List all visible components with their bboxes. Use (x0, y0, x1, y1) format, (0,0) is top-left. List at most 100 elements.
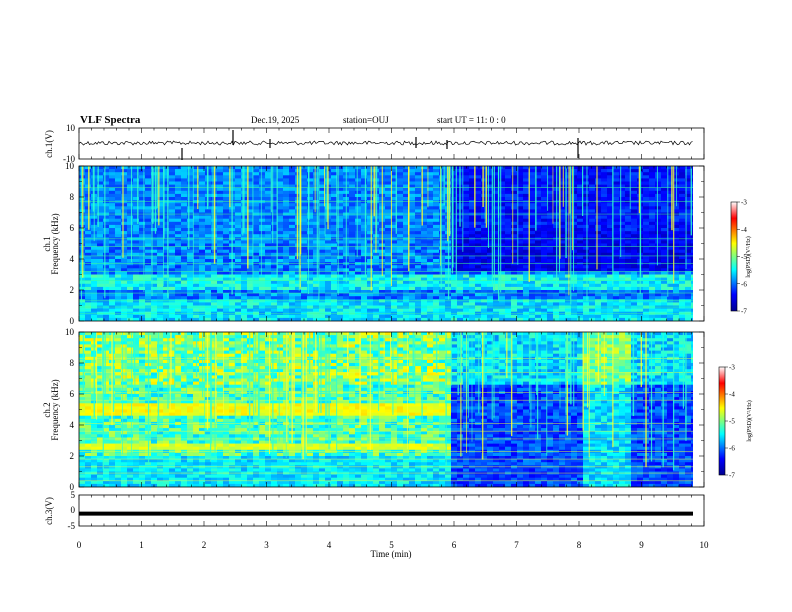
spectrogram-cell (367, 240, 374, 244)
spectrogram-cell (547, 175, 554, 179)
spectrogram-cell (331, 274, 338, 278)
spectrogram-cell (127, 228, 134, 232)
spectrogram-cell (421, 193, 428, 198)
spectrogram-cell (121, 187, 128, 192)
spectrogram-cell (325, 259, 332, 263)
spectrogram-cell (289, 193, 296, 198)
spectrogram-cell (601, 271, 608, 275)
spectrogram-cell (535, 206, 542, 210)
spectrogram-cell (319, 203, 326, 207)
spectrogram-cell (103, 231, 110, 235)
spectrogram-cell (181, 187, 188, 192)
spectrogram-cell (487, 302, 494, 306)
spectrogram-cell (631, 255, 638, 260)
spectrogram-cell (505, 243, 512, 247)
spectrogram-cell (535, 293, 542, 297)
spectrogram-cell (559, 314, 566, 319)
spectrogram-cell (277, 197, 284, 201)
spectrogram-cell (451, 231, 458, 235)
spectrogram-cell (385, 308, 392, 312)
spectrogram-cell (133, 166, 140, 170)
spectrogram-cell (193, 271, 200, 275)
spectrogram-cell (385, 187, 392, 192)
spectrogram-cell (517, 308, 524, 312)
spectrogram-cell (421, 293, 428, 297)
spectrogram-cell (541, 240, 548, 244)
spectrogram-cell (235, 308, 242, 312)
spectrogram-cell (511, 308, 518, 312)
spectrogram-cell (235, 203, 242, 207)
spectrogram-cell (145, 184, 152, 188)
spectrogram-cell (619, 283, 626, 288)
spectrogram-cell (271, 243, 278, 247)
spectrogram-cell (385, 166, 392, 170)
spectrogram-cell (259, 224, 266, 229)
spectrogram-cell (655, 290, 662, 294)
spectrogram-cell (517, 203, 524, 207)
spectrogram-cell (127, 166, 134, 170)
spectrogram-cell (301, 221, 308, 226)
spectrogram-cell (157, 197, 164, 201)
spectrogram-cell (175, 234, 182, 238)
spectrogram-cell (529, 218, 536, 223)
spectrogram-cell (559, 218, 566, 223)
spectrogram-cell (499, 265, 506, 269)
spectrogram-cell (385, 283, 392, 288)
spectrogram-cell (463, 259, 470, 263)
spectrogram-cell (625, 274, 632, 278)
spectrogram-cell (325, 317, 332, 321)
spectrogram-cell (343, 302, 350, 306)
spectrogram-cell (421, 308, 428, 312)
spectrogram-cell (397, 215, 404, 219)
spectrogram-cell (463, 296, 470, 300)
spectrogram-cell (313, 215, 320, 219)
spectrogram-cell (367, 252, 374, 257)
spectrogram-cell (649, 296, 656, 300)
spectrogram-cell (103, 172, 110, 176)
spectrogram-cell (415, 166, 422, 170)
spectrogram-cell (319, 302, 326, 306)
spectrogram-cell (289, 187, 296, 192)
spectrogram-cell (259, 169, 266, 173)
spectrogram-cell (157, 302, 164, 306)
spectrogram-cell (337, 224, 344, 229)
spectrogram-cell (643, 234, 650, 238)
spectrogram-cell (625, 187, 632, 192)
spectrogram-cell (403, 184, 410, 188)
spectrogram-cell (523, 314, 530, 319)
spectrogram-cell (547, 249, 554, 254)
spectrogram-cell (535, 169, 542, 173)
spectrogram-cell (625, 308, 632, 312)
spectrogram-cell (445, 302, 452, 306)
spectrogram-cell (85, 240, 92, 244)
spectrogram-cell (415, 190, 422, 195)
spectrogram-cell (295, 259, 302, 263)
spectrogram-cell (583, 197, 590, 201)
spectrogram-cell (265, 259, 272, 263)
spectrogram-cell (139, 283, 146, 288)
spectrogram-cell (421, 243, 428, 247)
spectrogram-cell (133, 259, 140, 263)
spectrogram-cell (481, 271, 488, 275)
spectrogram-cell (337, 283, 344, 288)
spectrogram-cell (337, 293, 344, 297)
spectrogram-cell (589, 252, 596, 257)
spectrogram-cell (661, 166, 668, 170)
spectrogram-cell (109, 234, 116, 238)
spectrogram-cell (499, 280, 506, 285)
spectrogram-cell (187, 314, 194, 319)
spectrogram-cell (553, 302, 560, 306)
spectrogram-cell (427, 203, 434, 207)
spectrogram-cell (625, 166, 632, 170)
spectrogram-cell (505, 169, 512, 173)
spectrogram-cell (295, 166, 302, 170)
spectrogram-cell (643, 175, 650, 179)
spectrogram-cell (463, 172, 470, 176)
spectrogram-cell (277, 277, 284, 281)
spectrogram-cell (205, 231, 212, 235)
spectrogram-cell (235, 228, 242, 232)
spectrogram-cell (481, 296, 488, 300)
spectrogram-cell (517, 265, 524, 269)
spectrogram-cell (469, 172, 476, 176)
spectrogram-cell (193, 286, 200, 291)
